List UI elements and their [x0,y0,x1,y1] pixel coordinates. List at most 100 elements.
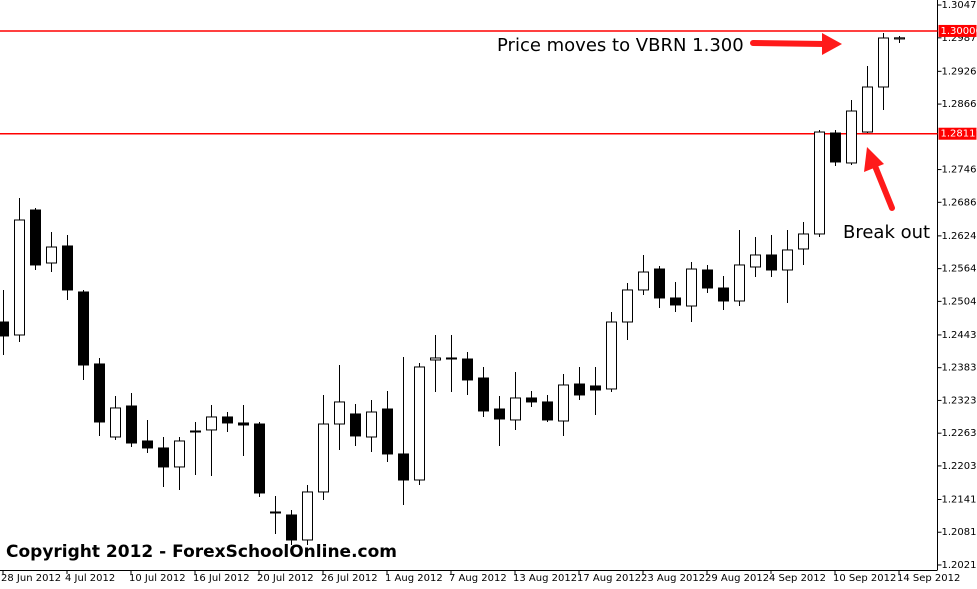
candle-body [478,377,489,412]
x-tick-label: 10 Jul 2012 [129,573,186,584]
y-tick-label: 1.22630 [942,428,977,439]
candle-body [398,453,409,481]
candle-body [446,357,457,360]
y-tick-label: 1.23830 [942,363,977,374]
candle-body [894,37,905,40]
candle-body [46,246,57,264]
y-tick-label: 1.28660 [942,99,977,110]
y-tick-label: 1.25645 [942,264,977,275]
candle-body [846,110,857,164]
candle-body [862,86,873,133]
x-tick-label: 28 Jun 2012 [1,573,61,584]
level-label: 1.30000 [941,26,977,37]
candle-body [94,363,105,423]
x-tick-label: 17 Aug 2012 [577,573,641,584]
candle-body [510,397,521,421]
x-tick-label: 7 Aug 2012 [449,573,507,584]
annotation: Break out [843,222,930,243]
annotation: Price moves to VBRN 1.300 [497,35,744,56]
x-tick-label: 20 Jul 2012 [257,573,314,584]
candle-body [494,408,505,420]
candle-body [190,430,201,433]
level-label-box [938,127,977,140]
candle-body [286,514,297,541]
candle-body [462,358,473,381]
y-tick-label: 1.27460 [942,165,977,176]
candle-body [574,383,585,396]
x-tick-label: 4 Sep 2012 [769,573,826,584]
y-tick-label: 1.22030 [942,461,977,472]
candle-body [702,269,713,289]
candle-body [366,411,377,438]
footer: Copyright 2012 - ForexSchoolOnline.com [6,542,397,562]
y-tick-label: 1.29874 [942,33,977,44]
x-tick-label: 26 Jul 2012 [321,573,378,584]
x-tick-label: 4 Jul 2012 [65,573,115,584]
candle-body [302,491,313,541]
x-tick-label: 23 Aug 2012 [641,573,705,584]
candle-body [254,423,265,494]
level-label: 1.28117 [941,129,977,140]
y-tick-label: 1.23230 [942,395,977,406]
candle-body [0,321,9,337]
candle-body [110,407,121,438]
candle-body [270,511,281,514]
candle-body [350,413,361,437]
candle-body [222,416,233,424]
candle-body [734,264,745,302]
y-tick-label: 1.20215 [942,560,977,571]
candle-body [238,422,249,426]
x-tick-label: 29 Aug 2012 [705,573,769,584]
candle-body [670,297,681,306]
candle-body [782,249,793,271]
candle-body [798,233,809,250]
candle-body [318,423,329,493]
y-tick-label: 1.24430 [942,330,977,341]
candle-body [382,408,393,455]
candle-body [62,245,73,291]
level-label-box [938,24,977,37]
x-tick-label: 14 Sep 2012 [897,573,960,584]
candle-body [590,385,601,391]
candle-body [878,37,889,88]
candle-body [718,287,729,302]
candle-body [30,209,41,266]
candle-body [414,366,425,481]
candle-body [622,289,633,323]
y-tick-label: 1.26245 [942,231,977,242]
candle-body [638,271,649,291]
candle-body [142,440,153,449]
candle-body [606,321,617,390]
candle-body [686,268,697,307]
x-tick-label: 13 Aug 2012 [513,573,577,584]
x-tick-label: 10 Sep 2012 [833,573,896,584]
arrow [864,147,895,211]
candle-body [126,405,137,444]
y-tick-label: 1.30475 [942,0,977,11]
candle-body [558,384,569,422]
candle-body [158,447,169,468]
y-tick-label: 1.20815 [942,527,977,538]
y-tick-label: 1.25045 [942,296,977,307]
candle-body [14,219,25,336]
y-tick-label: 1.21415 [942,494,977,505]
candle-body [526,397,537,403]
y-tick-label: 1.26860 [942,197,977,208]
candle-body [654,268,665,299]
candle-body [766,254,777,271]
candle-body [542,401,553,421]
candle-body [334,401,345,425]
x-tick-label: 16 Jul 2012 [193,573,250,584]
candle-body [174,440,185,468]
candle-body [78,291,89,366]
candle-body [750,254,761,268]
x-tick-label: 1 Aug 2012 [385,573,443,584]
candle-body [430,357,441,361]
arrow [750,33,842,55]
candle-body [814,131,825,235]
candle-body [206,416,217,431]
y-tick-label: 1.29260 [942,66,977,77]
